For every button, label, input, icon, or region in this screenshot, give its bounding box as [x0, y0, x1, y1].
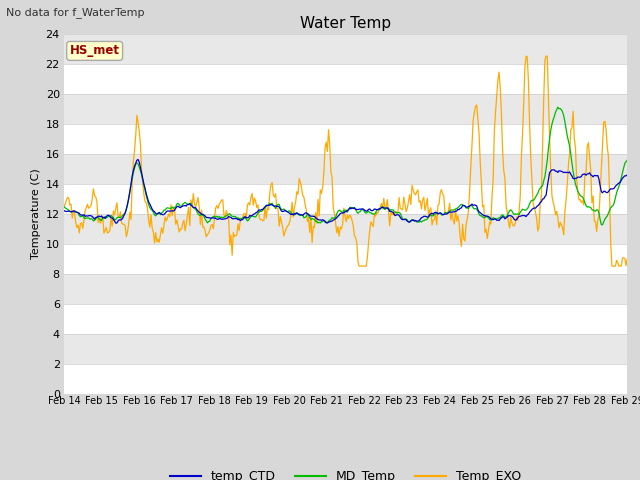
Bar	[64, 274, 627, 303]
Bar	[64, 123, 627, 154]
Text: HS_met: HS_met	[70, 44, 120, 58]
Bar	[64, 34, 627, 63]
Y-axis label: Temperature (C): Temperature (C)	[31, 168, 42, 259]
Bar	[64, 183, 627, 214]
Bar	[64, 94, 627, 123]
Bar	[64, 154, 627, 183]
Text: No data for f_WaterTemp: No data for f_WaterTemp	[6, 7, 145, 18]
Bar	[64, 63, 627, 94]
Bar	[64, 214, 627, 243]
Bar	[64, 303, 627, 334]
Bar	[64, 243, 627, 274]
Bar	[64, 364, 627, 394]
Legend: temp_CTD, MD_Temp, Temp_EXO: temp_CTD, MD_Temp, Temp_EXO	[165, 465, 526, 480]
Title: Water Temp: Water Temp	[300, 16, 391, 31]
Bar	[64, 334, 627, 364]
